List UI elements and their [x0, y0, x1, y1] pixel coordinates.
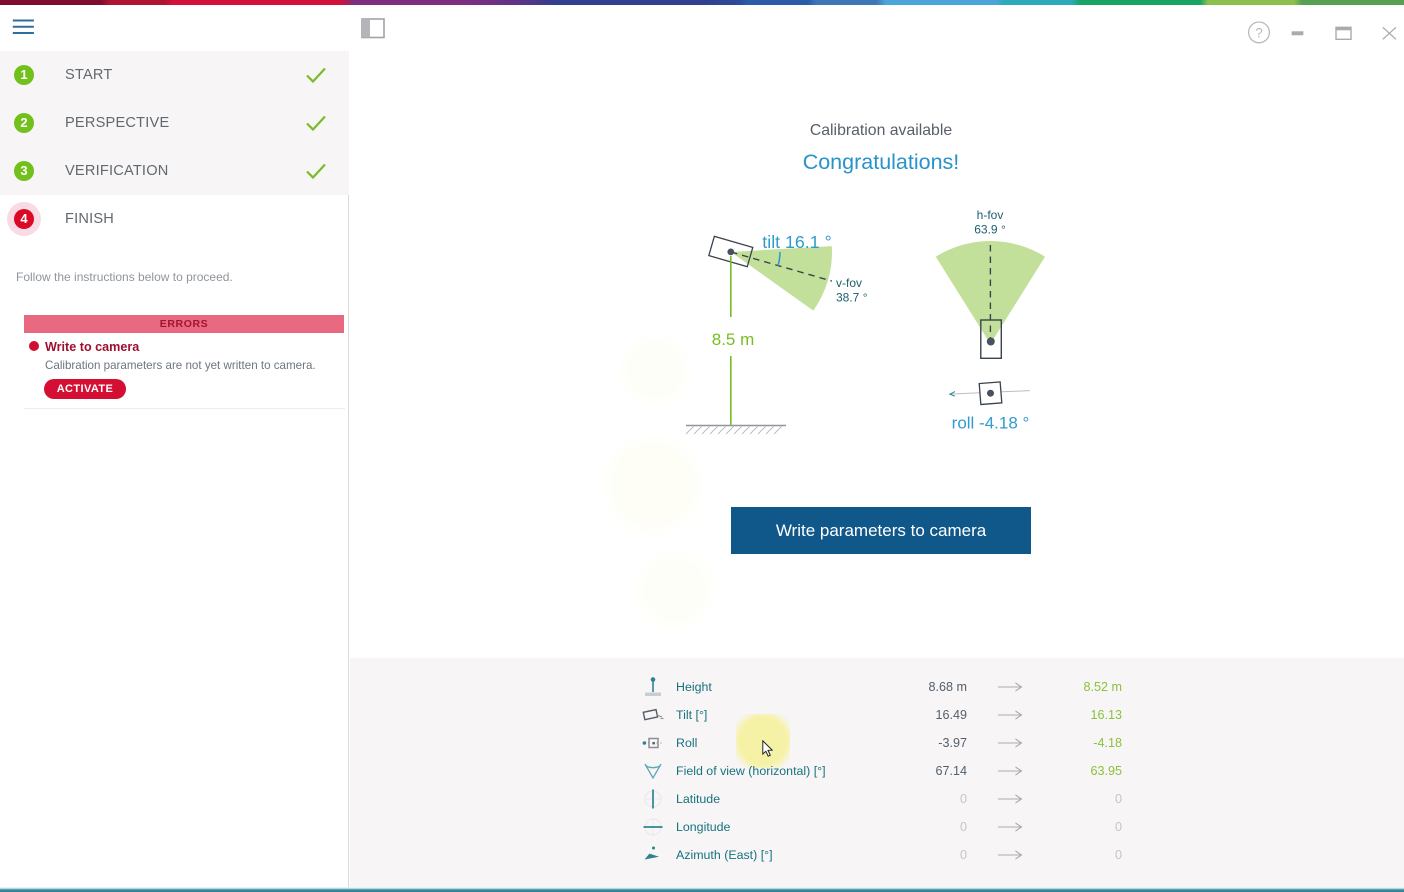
- svg-text:38.7 °: 38.7 °: [836, 291, 868, 305]
- svg-text:tilt 16.1 °: tilt 16.1 °: [762, 232, 831, 252]
- svg-text:h-fov: h-fov: [977, 208, 1004, 222]
- svg-text:8.5 m: 8.5 m: [712, 330, 755, 349]
- svg-text:roll -4.18 °: roll -4.18 °: [952, 414, 1030, 433]
- svg-text:63.9 °: 63.9 °: [974, 223, 1006, 237]
- svg-text:?: ?: [1255, 25, 1263, 40]
- svg-text:v-fov: v-fov: [836, 276, 862, 290]
